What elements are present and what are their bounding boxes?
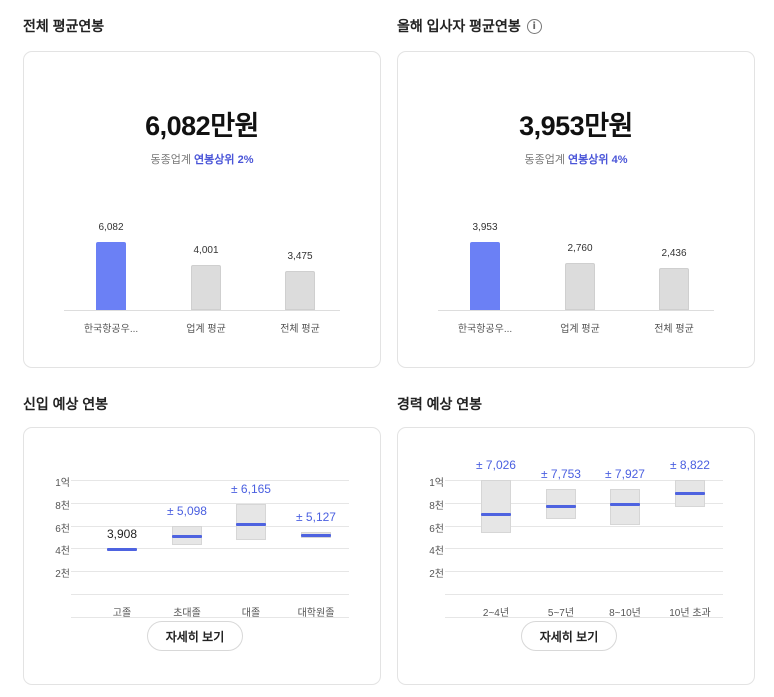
rank-highlight: 연봉상위 4% [568, 154, 628, 166]
range-box [236, 504, 266, 540]
x-axis-category-label: 초대졸 [173, 608, 201, 619]
grid-line [445, 548, 723, 549]
grid-line [445, 503, 723, 504]
new-hire-salary-rank: 동종업계 연봉상위 4% [524, 154, 628, 166]
bar-column: 2,436 전체 평균 [654, 212, 694, 335]
grid-line [71, 617, 349, 618]
x-axis-category-label: 대졸 [241, 608, 261, 619]
bar [659, 268, 689, 310]
grid-line [445, 480, 723, 481]
new-hire-salary-card: 3,953만원 동종업계 연봉상위 4% 3,953 한국항공우... 2,760 업… [397, 51, 755, 368]
range-value-label: ± 7,753 [541, 467, 581, 481]
bar [191, 265, 221, 310]
career-expected-range-chart: 1억 8천 6천 4천 2천 ± 7,026 2~4년 ± 7,753 5~7년 ± 7,927 8… [398, 428, 756, 628]
bar [470, 242, 500, 310]
bar-value-label: 2,760 [567, 243, 593, 254]
bar-category-label: 한국항공우... [83, 324, 139, 335]
new-hire-salary-amount: 3,953만원 [519, 111, 633, 141]
range-median-marker [481, 513, 511, 516]
range-median-marker [675, 492, 705, 495]
rank-highlight: 연봉상위 2% [194, 154, 254, 166]
range-value-label: 3,908 [106, 527, 138, 541]
y-axis-tick-label: 6천 [429, 524, 444, 535]
range-median-marker [610, 503, 640, 506]
bar-baseline [64, 310, 340, 311]
bar [285, 271, 315, 310]
y-axis-tick-label: 1억 [55, 478, 70, 489]
y-axis-tick-label: 4천 [55, 546, 70, 557]
y-axis-tick-label: 6천 [55, 524, 70, 535]
range-box [610, 489, 640, 525]
y-axis-tick-label: 8천 [55, 501, 70, 512]
bar-column: 3,475 전체 평균 [280, 212, 320, 335]
total-salary-rank: 동종업계 연봉상위 2% [150, 154, 254, 166]
bar-column: 4,001 업계 평균 [186, 212, 226, 335]
x-axis-category-label: 5~7년 [547, 608, 575, 619]
career-expected-card: 1억 8천 6천 4천 2천 ± 7,026 2~4년 ± 7,753 5~7년 ± 7,927 8… [397, 427, 755, 685]
career-detail-button[interactable]: 자세히 보기 [521, 621, 617, 651]
bar-category-label: 한국항공우... [457, 324, 513, 335]
range-value-label: ± 5,098 [167, 504, 207, 518]
y-axis-tick-label: 2천 [55, 569, 70, 580]
entry-detail-button[interactable]: 자세히 보기 [147, 621, 243, 651]
bar [96, 242, 126, 310]
new-hire-salary-bar-chart: 3,953 한국항공우... 2,760 업계 평균 2,436 전체 평균 [438, 212, 714, 362]
bar [565, 263, 595, 310]
bar-category-label: 전체 평균 [280, 324, 320, 335]
bar-value-label: 6,082 [98, 222, 124, 233]
bar-value-label: 4,001 [193, 245, 219, 256]
bar-column: 6,082 한국항공우... [84, 212, 138, 335]
bar-category-label: 전체 평균 [654, 324, 694, 335]
x-axis-category-label: 10년 초과 [669, 608, 711, 619]
total-salary-card: 6,082만원 동종업계 연봉상위 2% 6,082 한국항공우... 4,001 업… [23, 51, 381, 368]
grid-line [445, 594, 723, 595]
range-median-marker [236, 523, 266, 526]
y-axis-tick-label: 4천 [429, 546, 444, 557]
bar-column: 2,760 업계 평균 [560, 212, 600, 335]
bar-category-label: 업계 평균 [186, 324, 226, 335]
range-value-label: ± 6,165 [231, 482, 271, 496]
range-median-marker [107, 548, 137, 551]
x-axis-category-label: 대학원졸 [297, 608, 335, 619]
range-value-label: ± 7,927 [605, 467, 645, 481]
grid-line [71, 526, 349, 527]
entry-expected-title: 신입 예상 연봉 [23, 396, 109, 412]
bar-value-label: 2,436 [661, 248, 687, 259]
info-icon[interactable]: i [526, 18, 542, 34]
entry-expected-range-chart: 1억 8천 6천 4천 2천 3,908 고졸 ± 5,098 초대졸 ± 6,165 대졸 ± 5,… [24, 428, 382, 628]
range-median-marker [172, 535, 202, 538]
total-salary-amount: 6,082만원 [145, 111, 259, 141]
range-box [481, 480, 511, 533]
new-hire-salary-title: 올해 입사자 평균연봉 i [397, 16, 542, 36]
bar-baseline [438, 310, 714, 311]
y-axis-tick-label: 8천 [429, 501, 444, 512]
bar-column: 3,953 한국항공우... [458, 212, 512, 335]
entry-expected-card: 1억 8천 6천 4천 2천 3,908 고졸 ± 5,098 초대졸 ± 6,165 대졸 ± 5,… [23, 427, 381, 685]
range-value-label: ± 5,127 [296, 510, 336, 524]
grid-line [71, 480, 349, 481]
range-median-marker [301, 534, 331, 537]
x-axis-category-label: 고졸 [112, 608, 132, 619]
x-axis-category-label: 2~4년 [482, 608, 510, 619]
grid-line [71, 571, 349, 572]
y-axis-tick-label: 1억 [429, 478, 444, 489]
range-box [546, 489, 576, 519]
range-value-label: ± 8,822 [670, 458, 710, 472]
grid-line [445, 617, 723, 618]
grid-line [71, 548, 349, 549]
range-value-label: ± 7,026 [476, 458, 516, 472]
y-axis-tick-label: 2천 [429, 569, 444, 580]
total-salary-title: 전체 평균연봉 [23, 18, 105, 34]
bar-value-label: 3,953 [472, 222, 498, 233]
range-median-marker [546, 505, 576, 508]
total-salary-bar-chart: 6,082 한국항공우... 4,001 업계 평균 3,475 전체 평균 [64, 212, 340, 362]
grid-line [71, 503, 349, 504]
grid-line [445, 571, 723, 572]
x-axis-category-label: 8~10년 [609, 608, 641, 619]
grid-line [71, 594, 349, 595]
career-expected-title: 경력 예상 연봉 [397, 396, 483, 412]
bar-category-label: 업계 평균 [560, 324, 600, 335]
bar-value-label: 3,475 [287, 251, 313, 262]
grid-line [445, 526, 723, 527]
